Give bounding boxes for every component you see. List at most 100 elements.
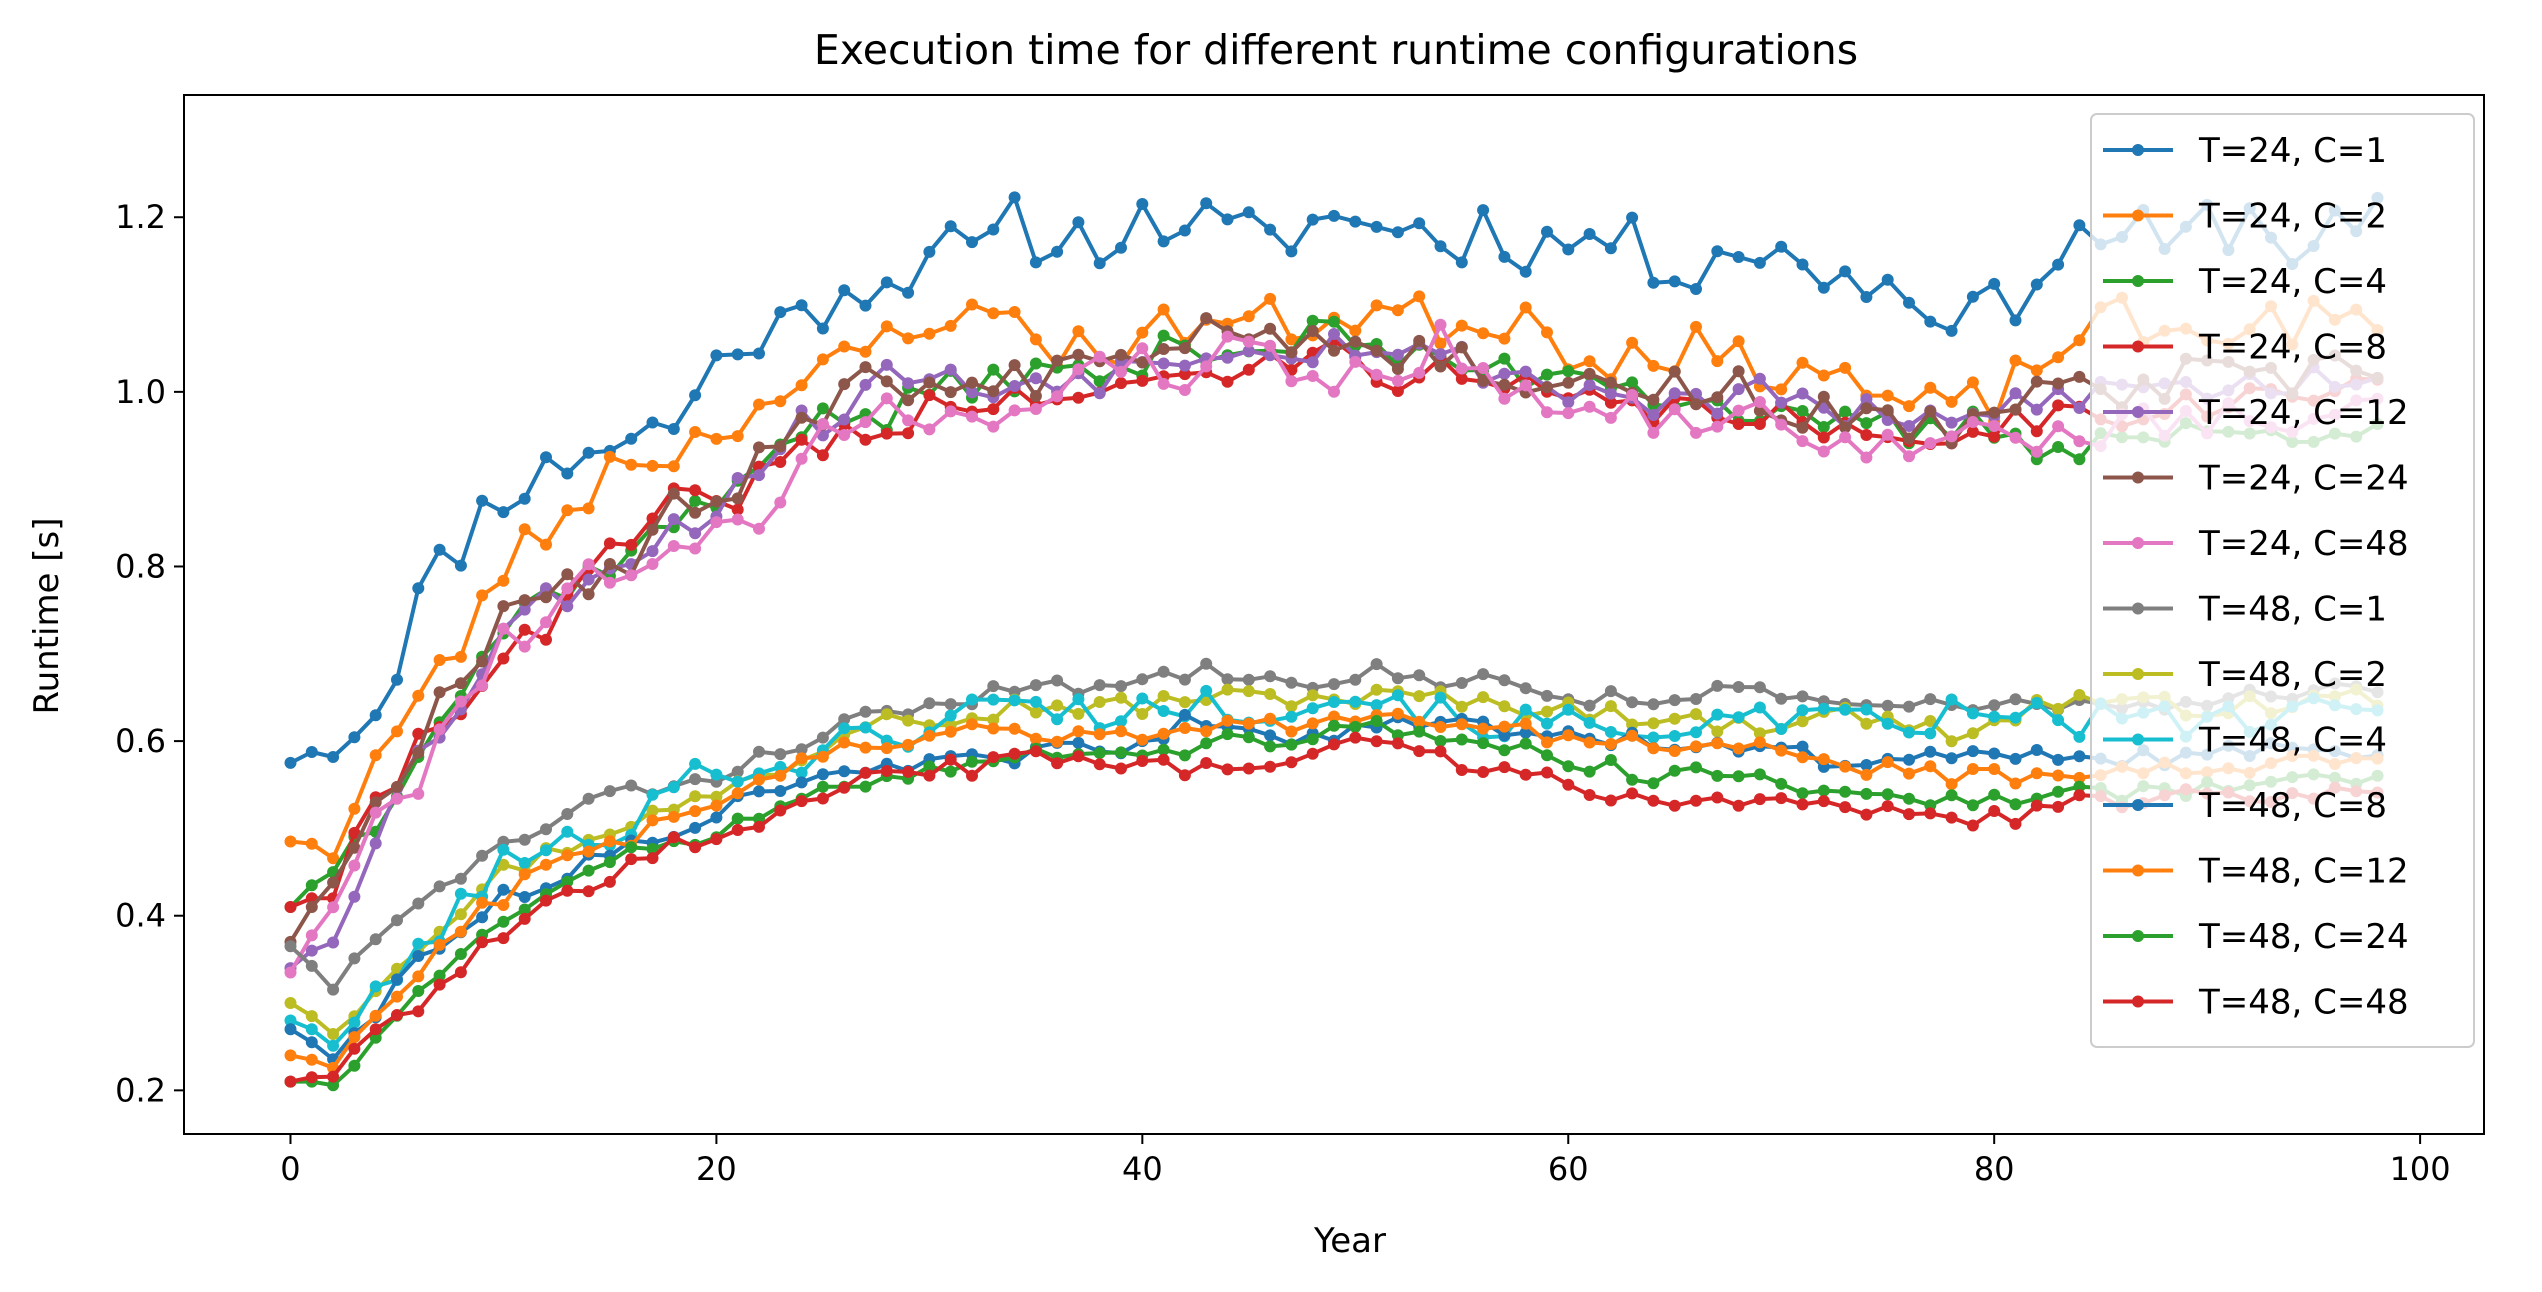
data-point xyxy=(1242,717,1255,730)
data-point xyxy=(1221,330,1234,343)
data-point xyxy=(1668,764,1681,777)
data-point xyxy=(348,841,361,854)
data-point xyxy=(476,896,489,909)
data-point xyxy=(1370,344,1383,357)
legend-entry: T=48, C=48 xyxy=(2103,983,2409,1023)
data-point xyxy=(1604,700,1617,713)
data-point xyxy=(1306,314,1319,327)
data-point xyxy=(625,853,638,866)
data-point xyxy=(1668,694,1681,707)
data-point xyxy=(1903,420,1915,432)
data-point xyxy=(838,413,851,426)
data-point xyxy=(859,705,872,718)
data-point xyxy=(1945,789,1958,802)
data-point xyxy=(1817,753,1830,766)
data-point xyxy=(582,864,595,877)
data-point xyxy=(689,821,702,834)
data-point xyxy=(1924,693,1937,706)
data-point xyxy=(646,416,659,429)
data-point xyxy=(646,804,659,817)
data-point xyxy=(1349,695,1362,708)
data-point xyxy=(1264,729,1277,742)
data-point xyxy=(1093,257,1106,270)
data-point xyxy=(774,456,787,468)
legend-label: T=48, C=8 xyxy=(2198,786,2387,826)
data-point xyxy=(284,901,297,913)
y-tick-label: 0.8 xyxy=(115,547,166,585)
y-tick-label: 0.2 xyxy=(115,1071,166,1109)
data-point xyxy=(433,978,446,991)
data-point xyxy=(731,492,744,505)
data-point xyxy=(1029,357,1042,370)
data-point xyxy=(859,741,872,754)
legend-box xyxy=(2090,113,2475,1048)
data-point xyxy=(1391,672,1404,685)
data-point xyxy=(1221,673,1234,686)
data-point xyxy=(305,1071,318,1084)
data-point xyxy=(1434,360,1447,373)
data-point xyxy=(1583,736,1596,749)
chart-title: Execution time for different runtime con… xyxy=(814,26,1858,74)
data-point xyxy=(1775,744,1788,757)
data-point xyxy=(561,568,574,581)
data-point xyxy=(1200,684,1213,697)
data-point xyxy=(1391,363,1404,375)
data-point xyxy=(1455,677,1468,689)
data-point xyxy=(1242,206,1255,219)
data-point xyxy=(1732,799,1745,812)
data-point xyxy=(2009,314,2022,327)
data-point xyxy=(1306,733,1319,746)
data-point xyxy=(284,997,297,1009)
data-point xyxy=(1413,217,1426,230)
data-point xyxy=(1306,717,1319,730)
data-point xyxy=(1924,807,1937,820)
data-point xyxy=(774,496,787,509)
data-point xyxy=(2052,702,2065,715)
data-point xyxy=(667,423,680,435)
legend-entry: T=48, C=24 xyxy=(2103,917,2409,957)
data-point xyxy=(902,394,915,407)
data-point xyxy=(2030,278,2043,291)
data-point xyxy=(795,452,808,465)
data-point xyxy=(1562,396,1575,409)
data-point xyxy=(1434,240,1447,253)
data-point xyxy=(1988,747,2001,760)
data-point xyxy=(1753,418,1766,430)
data-point xyxy=(1604,242,1617,255)
data-point xyxy=(603,856,616,869)
data-point xyxy=(327,1070,340,1083)
data-point xyxy=(1945,324,1958,337)
data-point xyxy=(1796,421,1809,434)
data-point xyxy=(1115,680,1127,693)
data-point xyxy=(1860,402,1873,415)
data-point xyxy=(1349,355,1362,368)
data-point xyxy=(1455,764,1468,776)
legend-entry: T=24, C=2 xyxy=(2103,197,2387,237)
data-point xyxy=(1626,389,1639,401)
data-point xyxy=(1711,679,1724,692)
data-point xyxy=(561,504,574,517)
x-tick-label: 100 xyxy=(2390,1150,2451,1188)
data-point xyxy=(2030,403,2043,416)
data-point xyxy=(1881,428,1894,441)
data-point xyxy=(1136,374,1149,387)
data-point xyxy=(518,603,531,616)
data-point xyxy=(1328,344,1340,357)
data-point xyxy=(1093,758,1106,771)
data-point xyxy=(1945,811,1958,824)
legend-swatch-marker xyxy=(2132,209,2144,222)
data-point xyxy=(497,899,510,911)
data-point xyxy=(1881,756,1894,769)
data-point xyxy=(518,891,531,903)
data-point xyxy=(1690,708,1702,721)
data-point xyxy=(1264,740,1277,753)
data-point xyxy=(1817,401,1830,414)
data-point xyxy=(667,781,680,794)
data-point xyxy=(1541,689,1553,702)
data-point xyxy=(795,766,808,779)
legend-entry: T=24, C=8 xyxy=(2103,328,2387,368)
data-point xyxy=(1775,692,1788,705)
data-point xyxy=(1391,374,1404,387)
data-point xyxy=(1072,391,1085,404)
data-point xyxy=(966,769,978,782)
